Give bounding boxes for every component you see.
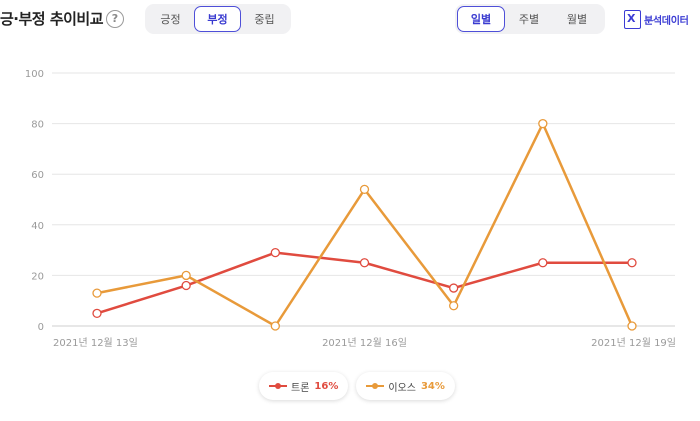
x-tick-label: 2021년 12월 16일 [322, 337, 407, 349]
data-point-tron [92, 308, 102, 319]
help-icon[interactable]: ? [106, 10, 124, 28]
y-tick-label: 0 [38, 322, 44, 333]
legend-label: 트론 [291, 382, 310, 394]
legend-item-eos[interactable]: 이오스 34% [356, 372, 455, 400]
sentiment-tab-group: 긍정 부정 중립 [145, 4, 291, 34]
tab-neutral[interactable]: 중립 [254, 13, 275, 26]
y-tick-label: 20 [31, 271, 44, 282]
y-tick-label: 40 [31, 221, 44, 232]
data-point-tron [270, 247, 280, 258]
data-point-eos [92, 288, 102, 298]
legend-item-tron[interactable]: 트론 16% [259, 372, 349, 400]
data-point-eos [449, 301, 459, 311]
data-point-tron [627, 258, 637, 268]
x-tick-label: 2021년 12월 13일 [53, 337, 138, 349]
period-tab-group: 일별 주별 월별 [455, 4, 605, 34]
excel-icon: X [624, 9, 641, 29]
analysis-data-label: 분석데이터 [644, 15, 689, 27]
analysis-data-button[interactable]: X 분석데이터 [624, 9, 689, 29]
y-tick-label: 60 [31, 170, 44, 181]
data-point-tron [181, 280, 191, 291]
y-tick-label: 100 [25, 69, 44, 80]
tab-daily[interactable]: 일별 [457, 6, 505, 32]
tab-monthly[interactable]: 월별 [566, 13, 588, 26]
page-title: 긍·부정 추이비교 [0, 10, 104, 28]
tab-positive[interactable]: 긍정 [160, 13, 181, 26]
tab-negative[interactable]: 부정 [194, 6, 241, 32]
legend-percent: 34% [420, 380, 445, 392]
legend-label: 이오스 [388, 382, 416, 394]
data-point-eos [270, 321, 280, 331]
data-point-eos [359, 184, 370, 195]
x-tick-label: 2021년 12월 19일 [591, 337, 676, 349]
series-marker-icon [269, 381, 287, 391]
data-point-tron [449, 283, 459, 293]
y-tick-label: 80 [31, 120, 44, 131]
data-point-eos [181, 270, 191, 281]
tab-weekly[interactable]: 주별 [518, 13, 540, 26]
data-point-tron [359, 258, 370, 268]
line-chart: 0 20 40 60 80 100 2021년 12월 13일 2021년 12월 16일 20… [25, 69, 676, 349]
data-point-eos [627, 321, 637, 331]
series-marker-icon [366, 381, 385, 391]
legend-percent: 16% [314, 380, 339, 392]
chart-legend: 트론 16% 이오스 34% [259, 372, 455, 400]
data-point-eos [538, 118, 548, 129]
data-point-tron [538, 258, 548, 268]
